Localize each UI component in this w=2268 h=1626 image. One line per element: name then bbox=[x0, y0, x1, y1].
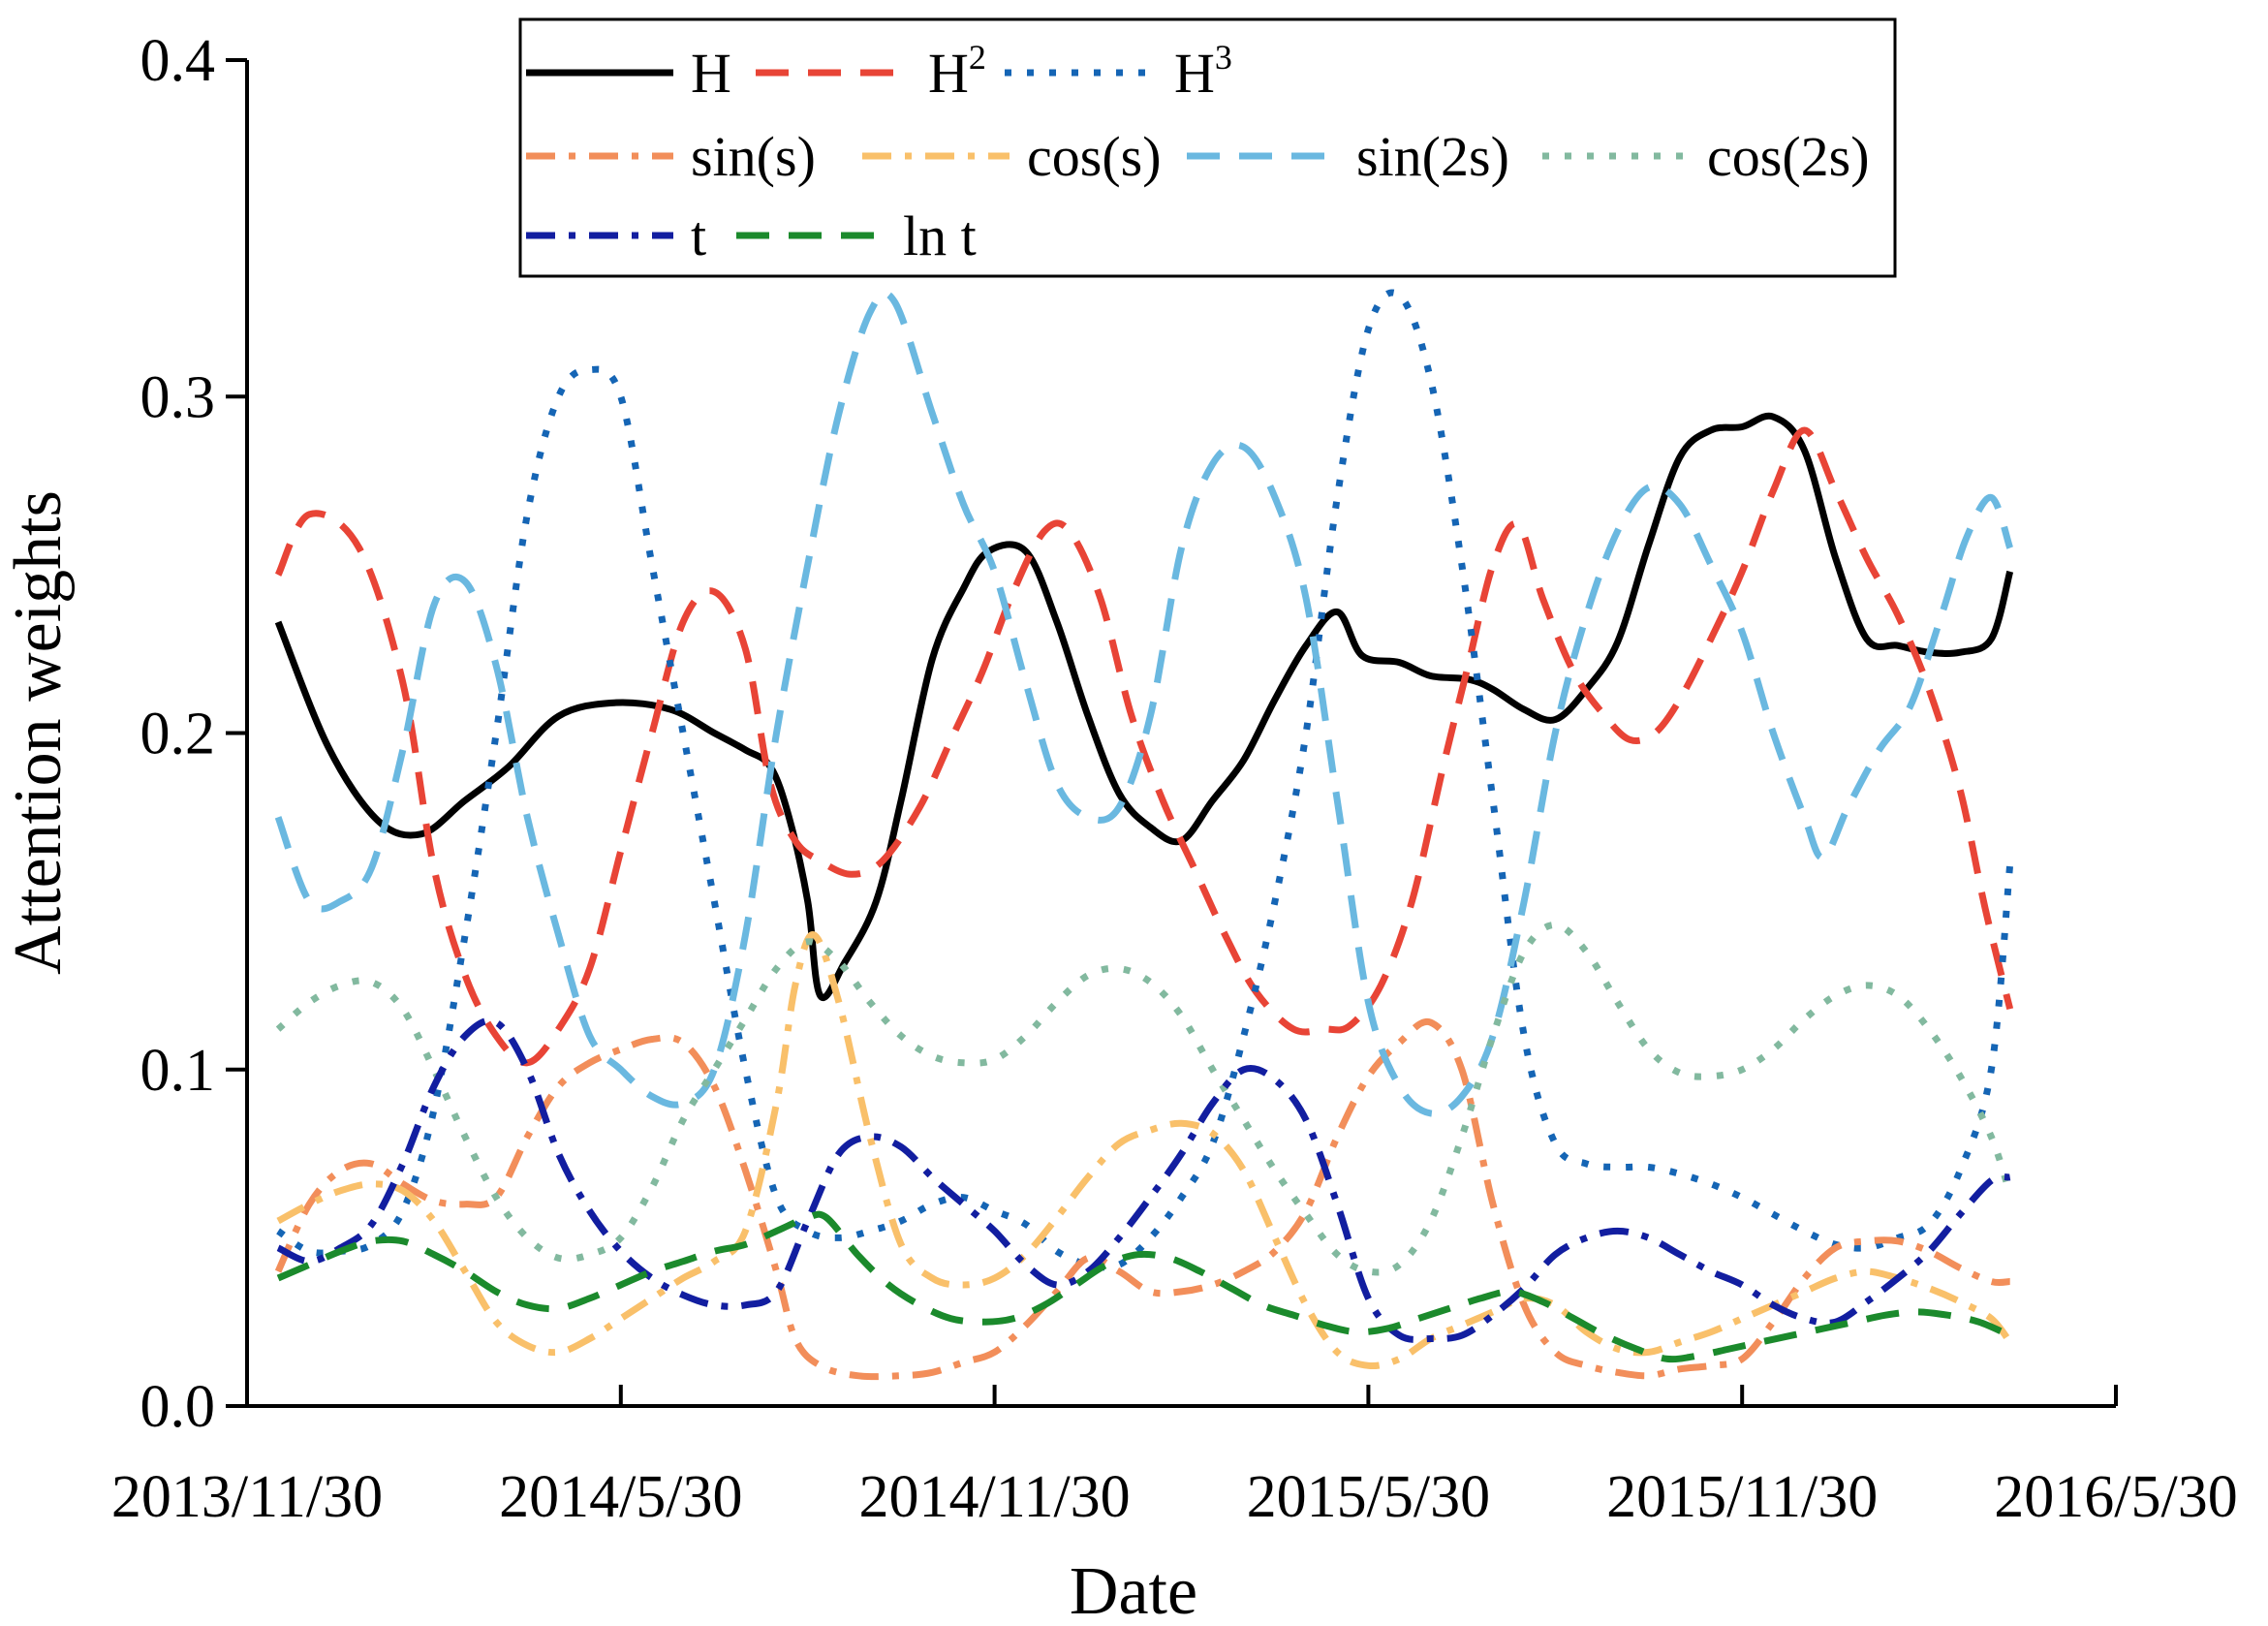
legend-item-h3: H3 bbox=[1005, 38, 1232, 105]
legend-item-cos-s: cos(s) bbox=[862, 125, 1162, 188]
y-tick-label: 0.1 bbox=[140, 1038, 216, 1104]
series-line-t bbox=[276, 1016, 2011, 1343]
legend-item-h: H bbox=[526, 42, 731, 105]
legend-label-text: H bbox=[1174, 42, 1215, 105]
legend-label-text: H bbox=[928, 42, 969, 105]
legend-item-t: t bbox=[526, 204, 706, 267]
x-tick-label: 2013/11/30 bbox=[111, 1464, 383, 1530]
x-tick-label: 2015/11/30 bbox=[1606, 1464, 1878, 1530]
series-line-sin-s bbox=[274, 1017, 2010, 1381]
series-line-ln-t bbox=[276, 1210, 2012, 1363]
legend-label-text: sin(s) bbox=[691, 125, 816, 188]
legend-label-text: H bbox=[691, 42, 731, 105]
legend-item-sin-s: sin(s) bbox=[526, 125, 816, 188]
series-line-h2 bbox=[274, 426, 2014, 1067]
legend-label-t: t bbox=[691, 204, 706, 267]
legend-item-h2: H2 bbox=[756, 38, 986, 105]
series-layer bbox=[274, 289, 2014, 1381]
series-line-cos-s bbox=[276, 931, 2013, 1370]
x-tick-label: 2014/5/30 bbox=[499, 1464, 742, 1530]
legend-label-h2: H2 bbox=[928, 38, 986, 105]
y-tick-label: 0.4 bbox=[140, 28, 216, 94]
series-line-h bbox=[274, 412, 2014, 1002]
legend-label-h3: H3 bbox=[1174, 38, 1232, 105]
x-tick-label: 2015/5/30 bbox=[1247, 1464, 1490, 1530]
y-axis-title: Attention weights bbox=[1, 490, 76, 975]
y-tick-label: 0.2 bbox=[140, 702, 216, 767]
x-ticks: 2013/11/30 2014/5/30 2014/11/30 2015/5/30 20… bbox=[111, 1385, 2238, 1530]
legend-item-cos-2s: cos(2s) bbox=[1542, 125, 1870, 188]
y-tick-label: 0.3 bbox=[140, 364, 216, 430]
legend-item-ln-t: ln t bbox=[736, 204, 977, 267]
y-tick-label: 0.0 bbox=[140, 1374, 216, 1440]
x-tick-label: 2014/11/30 bbox=[859, 1464, 1131, 1530]
legend-label-text: sin(2s) bbox=[1356, 125, 1509, 188]
legend-label-cos-2s: cos(2s) bbox=[1707, 125, 1870, 188]
series-line-sin-2s bbox=[274, 290, 2014, 1117]
legend-label-text: ln t bbox=[903, 204, 977, 267]
legend-label-text: cos(s) bbox=[1027, 125, 1162, 188]
legend-item-sin-2s: sin(2s) bbox=[1187, 125, 1509, 188]
legend-label-ln-t: ln t bbox=[903, 204, 977, 267]
legend-label-superscript: 3 bbox=[1215, 38, 1232, 77]
legend-label-h: H bbox=[691, 42, 731, 105]
x-axis-title: Date bbox=[1070, 1554, 1197, 1626]
y-ticks: 0.0 0.1 0.2 0.3 0.4 bbox=[140, 28, 247, 1440]
legend-label-sin-s: sin(s) bbox=[691, 125, 816, 188]
x-tick-label: 2016/5/30 bbox=[1994, 1464, 2237, 1530]
legend-label-sin-2s: sin(2s) bbox=[1356, 125, 1509, 188]
legend-label-text: cos(2s) bbox=[1707, 125, 1870, 188]
legend-label-text: t bbox=[691, 204, 706, 267]
legend-label-cos-s: cos(s) bbox=[1027, 125, 1162, 188]
legend-label-superscript: 2 bbox=[969, 38, 986, 77]
